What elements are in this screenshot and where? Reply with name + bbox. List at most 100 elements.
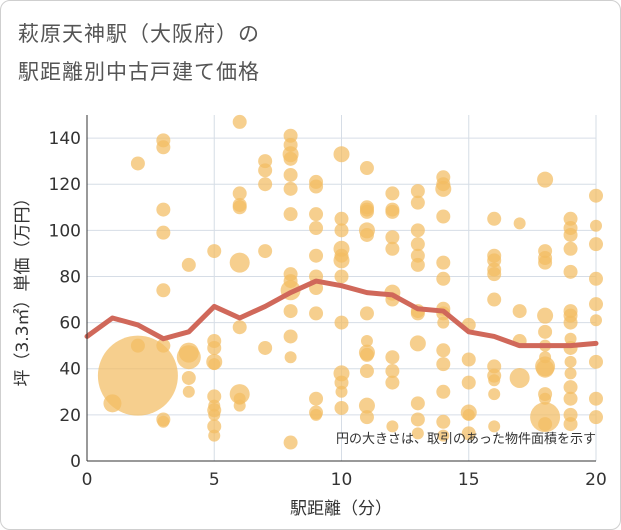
x-tick-label: 15	[458, 470, 480, 490]
data-bubble	[563, 391, 578, 406]
data-bubble	[283, 167, 298, 182]
data-bubble	[157, 415, 170, 428]
data-bubble	[590, 219, 602, 232]
data-bubble	[156, 338, 171, 353]
data-bubble	[232, 186, 247, 201]
data-bubble	[538, 324, 553, 339]
data-bubble	[410, 237, 425, 252]
data-bubble	[589, 297, 603, 312]
data-bubble	[512, 304, 527, 319]
data-bubble	[487, 267, 502, 282]
data-bubble	[437, 429, 450, 442]
y-tick-label: 60	[59, 314, 81, 334]
data-bubble	[589, 354, 603, 369]
data-bubble	[334, 315, 349, 330]
data-bubble	[309, 221, 324, 236]
y-tick-label: 120	[49, 175, 81, 195]
data-bubble	[207, 419, 222, 434]
bubbles	[97, 114, 603, 450]
data-bubble	[207, 340, 222, 355]
data-bubble	[436, 271, 451, 286]
y-tick-label: 140	[49, 129, 81, 149]
data-bubble	[283, 435, 298, 450]
data-bubble	[156, 283, 171, 298]
y-tick-label: 100	[49, 221, 81, 241]
data-bubble	[334, 375, 349, 390]
data-bubble	[590, 314, 602, 327]
ticks: 0 20 40 60 80 100 120 140 0 5 10 15 20	[49, 115, 607, 490]
data-bubble	[258, 340, 273, 355]
data-bubble	[537, 171, 554, 188]
data-bubble	[488, 374, 501, 387]
data-bubble	[385, 350, 400, 365]
x-axis-label: 駅距離（分）	[290, 499, 392, 519]
data-bubble	[176, 345, 201, 370]
data-bubble	[563, 380, 578, 395]
data-bubble	[461, 375, 476, 390]
y-tick-label: 80	[59, 267, 81, 287]
x-tick-label: 0	[82, 470, 93, 490]
data-bubble	[589, 391, 603, 406]
data-bubble	[410, 257, 425, 272]
data-bubble	[589, 271, 603, 286]
data-bubble	[385, 375, 400, 390]
data-bubble	[409, 335, 426, 352]
data-bubble	[335, 385, 348, 398]
data-bubble	[436, 357, 451, 372]
data-bubble	[564, 355, 577, 368]
data-bubble	[283, 181, 298, 196]
data-bubble	[537, 307, 554, 324]
data-bubble	[385, 230, 400, 245]
data-bubble	[359, 364, 374, 379]
data-bubble	[181, 257, 196, 272]
data-bubble	[283, 207, 298, 222]
chart-title-line-1: 萩原天神駅（大阪府）の	[18, 22, 260, 46]
data-bubble	[334, 400, 349, 415]
x-tick-label: 5	[209, 470, 220, 490]
data-bubble	[232, 320, 247, 335]
data-bubble	[513, 217, 526, 230]
data-bubble	[358, 397, 375, 414]
data-bubble	[283, 151, 298, 166]
data-bubble	[229, 252, 250, 273]
data-bubble	[589, 188, 603, 203]
data-bubble	[208, 408, 221, 421]
data-bubble	[156, 202, 171, 217]
data-bubble	[385, 364, 400, 379]
data-bubble	[283, 304, 298, 319]
data-bubble	[487, 211, 502, 226]
data-bubble	[509, 367, 530, 388]
data-bubble	[385, 241, 400, 256]
data-bubble	[536, 359, 555, 378]
data-bubble	[538, 255, 553, 270]
data-bubble	[359, 347, 374, 362]
data-bubble	[309, 248, 324, 263]
data-bubble	[410, 223, 425, 238]
data-bubble	[309, 306, 324, 321]
y-axis-label: 坪（3.3㎡）単価（万円）	[13, 189, 33, 386]
data-bubble	[334, 211, 349, 226]
size-note: 円の大きさは、取引のあった物件面積を示す	[336, 432, 596, 447]
data-bubble	[410, 184, 425, 199]
data-bubble	[410, 412, 425, 427]
data-bubble	[436, 343, 451, 358]
data-bubble	[97, 335, 178, 416]
data-bubble	[385, 204, 400, 219]
data-bubble	[359, 410, 374, 425]
data-bubble	[182, 385, 195, 398]
data-bubble	[359, 227, 374, 242]
data-bubble	[207, 244, 222, 259]
y-tick-label: 40	[59, 360, 81, 380]
data-bubble	[333, 252, 350, 269]
data-bubble	[359, 306, 374, 321]
data-bubble	[563, 227, 578, 242]
data-bubble	[334, 269, 349, 284]
data-bubble	[284, 351, 297, 364]
data-bubble	[309, 179, 324, 194]
data-bubble	[359, 204, 374, 219]
data-bubble	[385, 186, 400, 201]
data-bubble	[208, 429, 221, 442]
data-bubble	[488, 420, 501, 433]
data-bubble	[233, 399, 246, 412]
data-bubble	[130, 338, 145, 353]
